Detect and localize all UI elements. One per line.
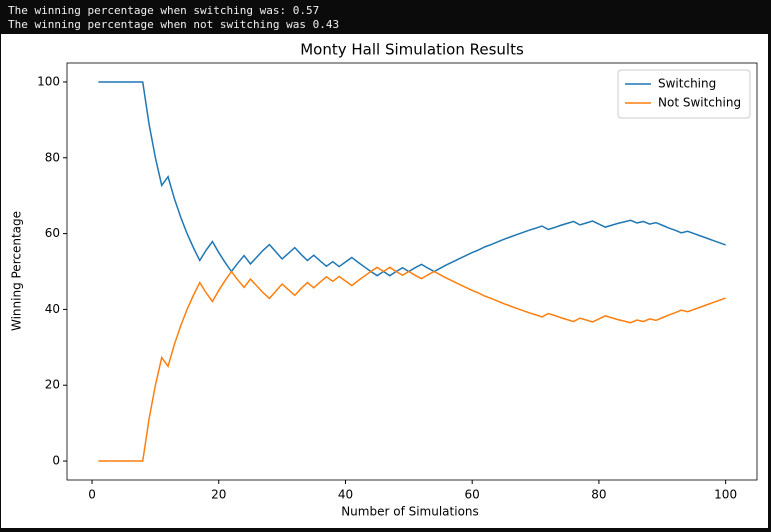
y-tick-label: 100: [37, 74, 60, 88]
x-axis-label: Number of Simulations: [341, 505, 479, 519]
y-tick-label: 0: [52, 454, 60, 468]
y-tick-label: 40: [45, 302, 60, 316]
y-axis-label: Winning Percentage: [10, 211, 24, 331]
x-tick-label: 0: [88, 488, 96, 502]
x-tick-label: 100: [714, 488, 737, 502]
legend-label: Switching: [658, 77, 716, 91]
stdout-line: The winning percentage when not switchin…: [8, 18, 340, 31]
y-tick-label: 60: [45, 226, 60, 240]
series-line: [98, 266, 726, 462]
chart: Monty Hall Simulation Results Number of …: [1, 34, 768, 528]
x-tick-label: 40: [338, 488, 353, 502]
y-tick-label: 20: [45, 378, 60, 392]
x-tick-label: 20: [211, 488, 226, 502]
y-tick-label: 80: [45, 150, 60, 164]
series-line: [98, 81, 726, 277]
legend-box: [617, 69, 751, 119]
x-tick-label: 60: [465, 488, 480, 502]
stdout-line: The winning percentage when switching wa…: [8, 4, 320, 17]
chart-title: Monty Hall Simulation Results: [300, 41, 524, 59]
x-tick-label: 80: [591, 488, 606, 502]
legend-label: Not Switching: [658, 96, 741, 110]
plot-frame: [66, 62, 758, 481]
